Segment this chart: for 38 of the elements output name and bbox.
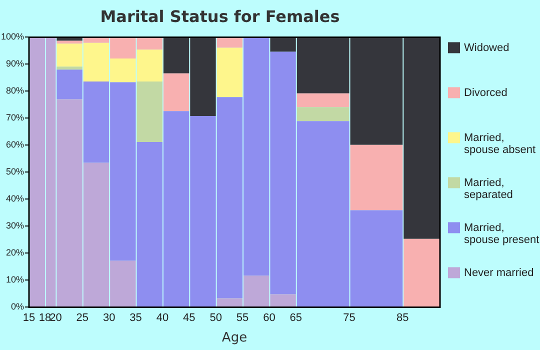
y-tick-label: 40% <box>6 194 24 204</box>
y-tick-label: 60% <box>6 140 24 150</box>
y-tick-label: 10% <box>6 274 24 285</box>
x-tick-label: 30 <box>102 312 116 324</box>
x-axis-title: Age <box>222 330 248 346</box>
legend-label: Divorced <box>464 87 508 100</box>
x-tick-label: 35 <box>130 312 142 324</box>
x-tick-label: 60 <box>263 312 276 324</box>
y-tick-label: 80% <box>6 86 24 96</box>
x-tick-label: 15 <box>22 312 36 324</box>
y-tick-label: 100% <box>0 32 24 42</box>
x-tick-label: 65 <box>290 312 302 324</box>
x-tick-label: 55 <box>236 312 249 324</box>
x-tick-label: 85 <box>396 312 409 324</box>
x-tick-label: 18 <box>38 312 52 324</box>
legend-label: Married, spouse present <box>464 222 540 246</box>
bar <box>136 81 162 142</box>
x-tick-label: 25 <box>76 312 89 324</box>
y-tick-label: 50% <box>6 166 24 177</box>
y-tick-label: 30% <box>6 220 24 231</box>
legend-label: Married, separated <box>464 177 513 202</box>
bar <box>216 37 243 48</box>
legend-label: Married, spouse absent <box>464 132 536 156</box>
x-tick-label: 50 <box>210 312 222 324</box>
bar <box>216 48 243 98</box>
chart-title: Marital Status for Females <box>100 6 340 26</box>
y-tick-label: 20% <box>6 248 24 258</box>
legend-label: Widowed <box>464 42 510 54</box>
bar <box>56 66 82 70</box>
bar <box>163 73 190 112</box>
legend-label: Never married <box>464 267 534 280</box>
y-tick-label: 0% <box>11 302 24 312</box>
y-tick-label: 90% <box>6 58 24 69</box>
x-tick-label: 40 <box>156 312 169 324</box>
x-tick-label: 45 <box>183 312 196 324</box>
x-tick-label: 20 <box>50 312 62 324</box>
x-tick-label: 75 <box>343 312 356 324</box>
y-tick-label: 70% <box>6 112 24 123</box>
